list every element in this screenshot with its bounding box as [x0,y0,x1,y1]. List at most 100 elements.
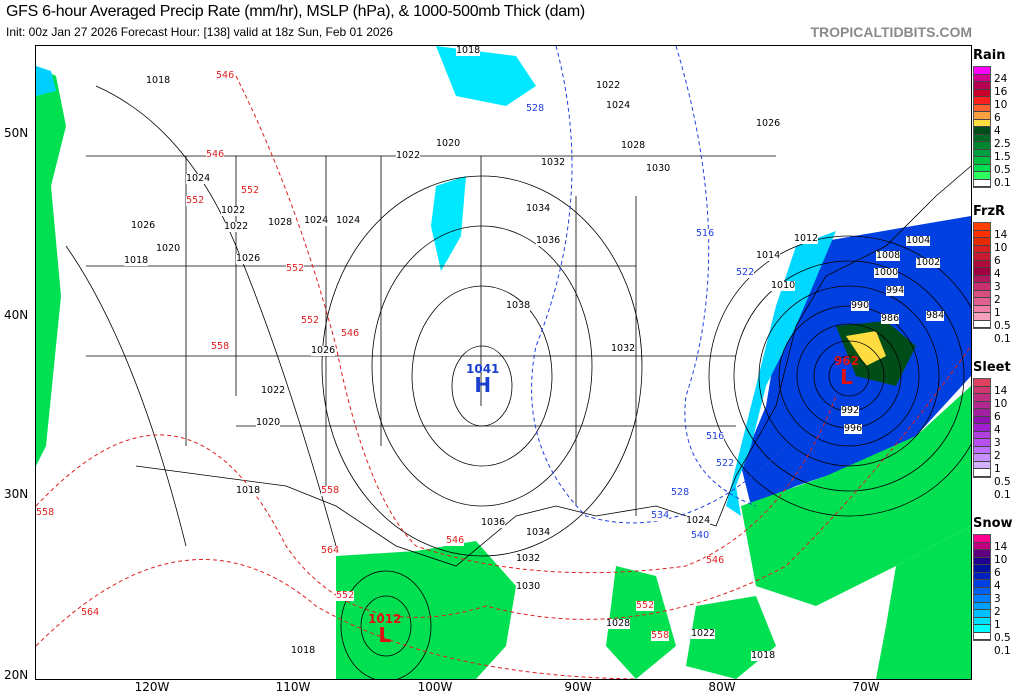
legend-rain: Rain 24 16 10 6 4 2.5 1.5 0.5 0.1 [973,48,1024,190]
legend-value: 14 [994,541,1008,553]
snow-dakota [431,176,466,271]
color-swatch [974,409,990,417]
color-swatch [974,439,990,447]
thickness-label: 552 [286,263,305,274]
thickness-label: 546 [706,555,725,566]
isobar-label: 1032 [541,157,566,168]
isobars [65,85,971,679]
legend-value: 4 [994,580,1001,592]
color-swatch [974,134,990,142]
legend-snow: Snow 14 10 6 4 3 2 1 0.5 0.1 [973,516,1024,658]
isobar-label: 996 [844,423,863,434]
thickness-label: 522 [716,458,735,469]
isobar-label: 1028 [268,217,293,228]
isobar-label: 1030 [646,163,671,174]
legend-value: 16 [994,86,1008,98]
thickness-label: 564 [81,607,100,618]
isobar-label: 1020 [436,138,461,149]
isobar-label: 1002 [916,257,941,268]
low-pressure-letter: L [378,623,392,647]
legend-value: 3 [994,281,1001,293]
lat-label: 30N [4,487,29,501]
precip-areas [36,46,971,679]
isobar-label: 1008 [876,250,901,261]
legend-value: 10 [994,398,1008,410]
thickness-label: 522 [736,267,755,278]
color-swatch [974,394,990,402]
color-swatch [974,454,990,462]
isobar-label: 1018 [146,75,171,86]
isobar-label: 1020 [256,417,281,428]
isobar-label: 1024 [336,215,361,226]
color-swatch [974,313,990,321]
isobar-label: 1032 [516,553,541,564]
color-swatch [974,469,990,477]
lon-label: 80W [708,680,736,694]
color-swatch [974,305,990,313]
color-swatch [974,595,990,603]
isobar-label: 1022 [221,205,246,216]
thickness-label: 552 [301,315,320,326]
color-swatch [974,572,990,580]
legend-value: 1.5 [994,151,1011,163]
color-swatch [974,446,990,454]
legend-frzr: FrzR 14 10 6 4 3 2 1 0.5 0.1 [973,204,1024,346]
lat-label: 40N [4,308,29,322]
legend-value: 2 [994,606,1001,618]
lon-label: 90W [564,680,592,694]
legend-value: 24 [994,73,1008,85]
legend-value: 0.1 [994,177,1011,189]
isobar-label: 1004 [906,235,931,246]
color-scale [973,534,991,641]
thickness-label: 558 [36,507,55,518]
isobar-label: 1022 [261,385,286,396]
thickness-label: 528 [671,487,690,498]
legend-value: 1 [994,307,1001,319]
color-swatch [974,461,990,469]
rain-yellow-center [846,331,886,366]
legend-value: 4 [994,125,1001,137]
isobar-label: 1010 [771,280,796,291]
legend-value: 1 [994,463,1001,475]
isobar-label: 1000 [874,267,899,278]
color-swatch [974,149,990,157]
legend-value: 2 [994,294,1001,306]
lon-label: 120W [134,680,170,694]
color-swatch [974,550,990,558]
color-swatch [974,290,990,298]
low-pressure-value: 962 [834,354,860,368]
isobar-label: 1024 [304,215,329,226]
color-swatch [974,283,990,291]
isobar-label: 1024 [606,100,631,111]
color-swatch [974,557,990,565]
legend-value: 0.1 [994,489,1011,501]
color-swatch [974,602,990,610]
legend-value: 10 [994,554,1008,566]
legend-value: 0.5 [994,632,1011,644]
weather-map: 1041 H 962 L 1012 L 1018 1022 1024 1020 1026 102… [35,45,972,680]
isobar-label: 1024 [686,515,711,526]
color-swatch [974,164,990,172]
legend-title: Sleet [973,360,1011,375]
isobar-label: 1012 [794,233,819,244]
high-pressure-value: 1041 [466,362,500,376]
legend-title: Rain [973,48,1006,63]
thickness-label: 552 [186,195,205,206]
thickness-label: 516 [696,228,715,239]
color-swatch [974,179,990,187]
legend-title: FrzR [973,204,1006,219]
color-swatch [974,82,990,90]
thickness-label: 558 [211,341,230,352]
legend-value: 0.1 [994,333,1011,345]
low-pressure-letter: L [840,365,853,389]
map-title: GFS 6-hour Averaged Precip Rate (mm/hr),… [6,3,585,20]
legend-value: 0.5 [994,164,1011,176]
isobar-label: 1030 [516,581,541,592]
legend-value: 10 [994,242,1008,254]
legend-sleet: Sleet 14 10 6 4 3 2 1 0.5 0.1 [973,360,1024,502]
color-swatch [974,127,990,135]
low-pressure-label: 962 L [834,354,860,389]
isobar-label: 1020 [156,243,181,254]
lon-label: 110W [275,680,311,694]
color-swatch [974,542,990,550]
